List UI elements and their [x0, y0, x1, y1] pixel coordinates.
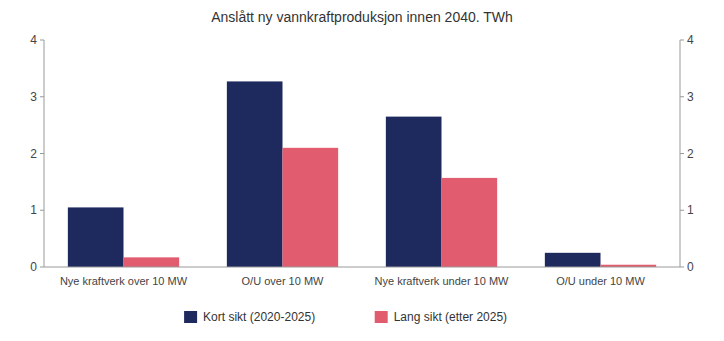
y-tick-label: 4 [30, 33, 37, 47]
legend-label: Lang sikt (etter 2025) [394, 310, 507, 324]
y2-tick [680, 267, 684, 268]
y-tick [40, 267, 44, 268]
y-tick-label: 1 [30, 203, 37, 217]
chart-container: Anslått ny vannkraftproduksjon innen 204… [0, 0, 724, 341]
y-tick-label: 2 [30, 147, 37, 161]
y2-tick-label: 3 [687, 90, 694, 104]
bar [386, 117, 442, 267]
x-tick-label: O/U under 10 MW [556, 275, 645, 287]
y-tick [40, 96, 44, 97]
bars [68, 81, 656, 267]
y-tick [40, 210, 44, 211]
y-tick-label: 0 [30, 260, 37, 274]
bar [68, 207, 124, 267]
x-tick-label: Nye kraftverk over 10 MW [60, 275, 188, 287]
title: Anslått ny vannkraftproduksjon innen 204… [211, 9, 513, 25]
legend: Kort sikt (2020-2025) Lang sikt (etter 20… [184, 310, 507, 324]
y2-tick-label: 1 [687, 203, 694, 217]
bar [283, 148, 339, 267]
bar [124, 257, 180, 267]
legend-swatch [184, 311, 197, 323]
legend-label: Kort sikt (2020-2025) [203, 310, 315, 324]
y-tick-label: 3 [30, 90, 37, 104]
bar [545, 253, 601, 267]
bar [227, 81, 283, 267]
y2-tick-label: 2 [687, 147, 694, 161]
chart-svg: Anslått ny vannkraftproduksjon innen 204… [0, 0, 724, 341]
y2-tick [680, 40, 684, 41]
bar [442, 178, 498, 267]
y-tick [40, 153, 44, 154]
legend-swatch [375, 311, 388, 323]
y2-tick-label: 4 [687, 33, 694, 47]
y2-tick [680, 96, 684, 97]
x-tick-label: O/U over 10 MW [242, 275, 325, 287]
y2-tick-label: 0 [687, 260, 694, 274]
y-tick [40, 40, 44, 41]
x-axis-line [44, 267, 680, 268]
y2-tick [680, 210, 684, 211]
y2-tick [680, 153, 684, 154]
x-tick-label: Nye kraftverk under 10 MW [375, 275, 509, 287]
